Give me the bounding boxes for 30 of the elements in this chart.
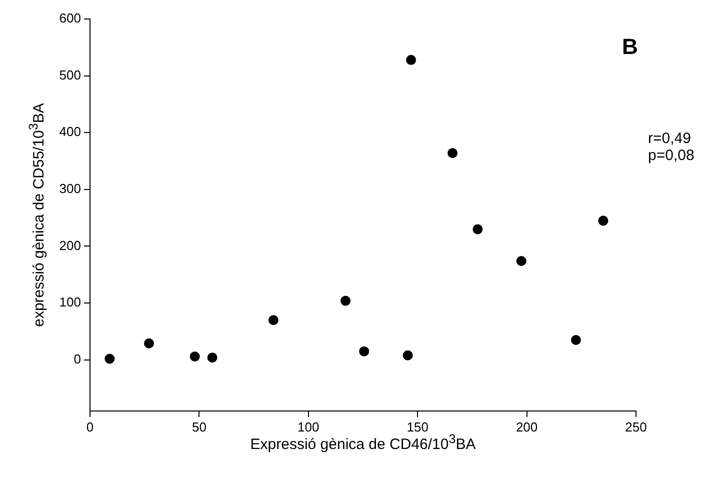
annotation: B [622,34,638,59]
point [472,224,483,234]
point [570,334,581,345]
point [190,351,200,362]
y-tick-label: 200 [59,238,81,253]
y-tick-label: 500 [59,67,81,82]
point [144,338,154,348]
point [598,216,608,226]
point [268,315,278,326]
point [359,346,370,356]
y-tick-label: 400 [59,124,81,140]
x-tick-label: 100 [298,419,320,434]
point [448,148,458,158]
point [516,256,526,266]
point [207,352,218,363]
y-tick-label: 600 [59,10,81,26]
y-tick-label: 0 [74,351,81,366]
point [406,54,416,65]
y-tick-label: 100 [59,294,81,310]
x-axis-title: Expressió gènica de CD46/10$^{3}$BA [250,432,476,453]
x-tick-label: 200 [516,419,538,434]
x-tick-label: 50 [192,419,206,434]
point [104,354,115,364]
x-tick-label: 250 [625,419,647,434]
point [340,296,351,306]
x-tick-label: 0 [86,419,94,434]
point [402,350,413,360]
x-tick-label: 150 [406,419,428,434]
y-tick-label: 300 [59,181,81,196]
text: r=0,49 p=0,08 [648,130,694,164]
